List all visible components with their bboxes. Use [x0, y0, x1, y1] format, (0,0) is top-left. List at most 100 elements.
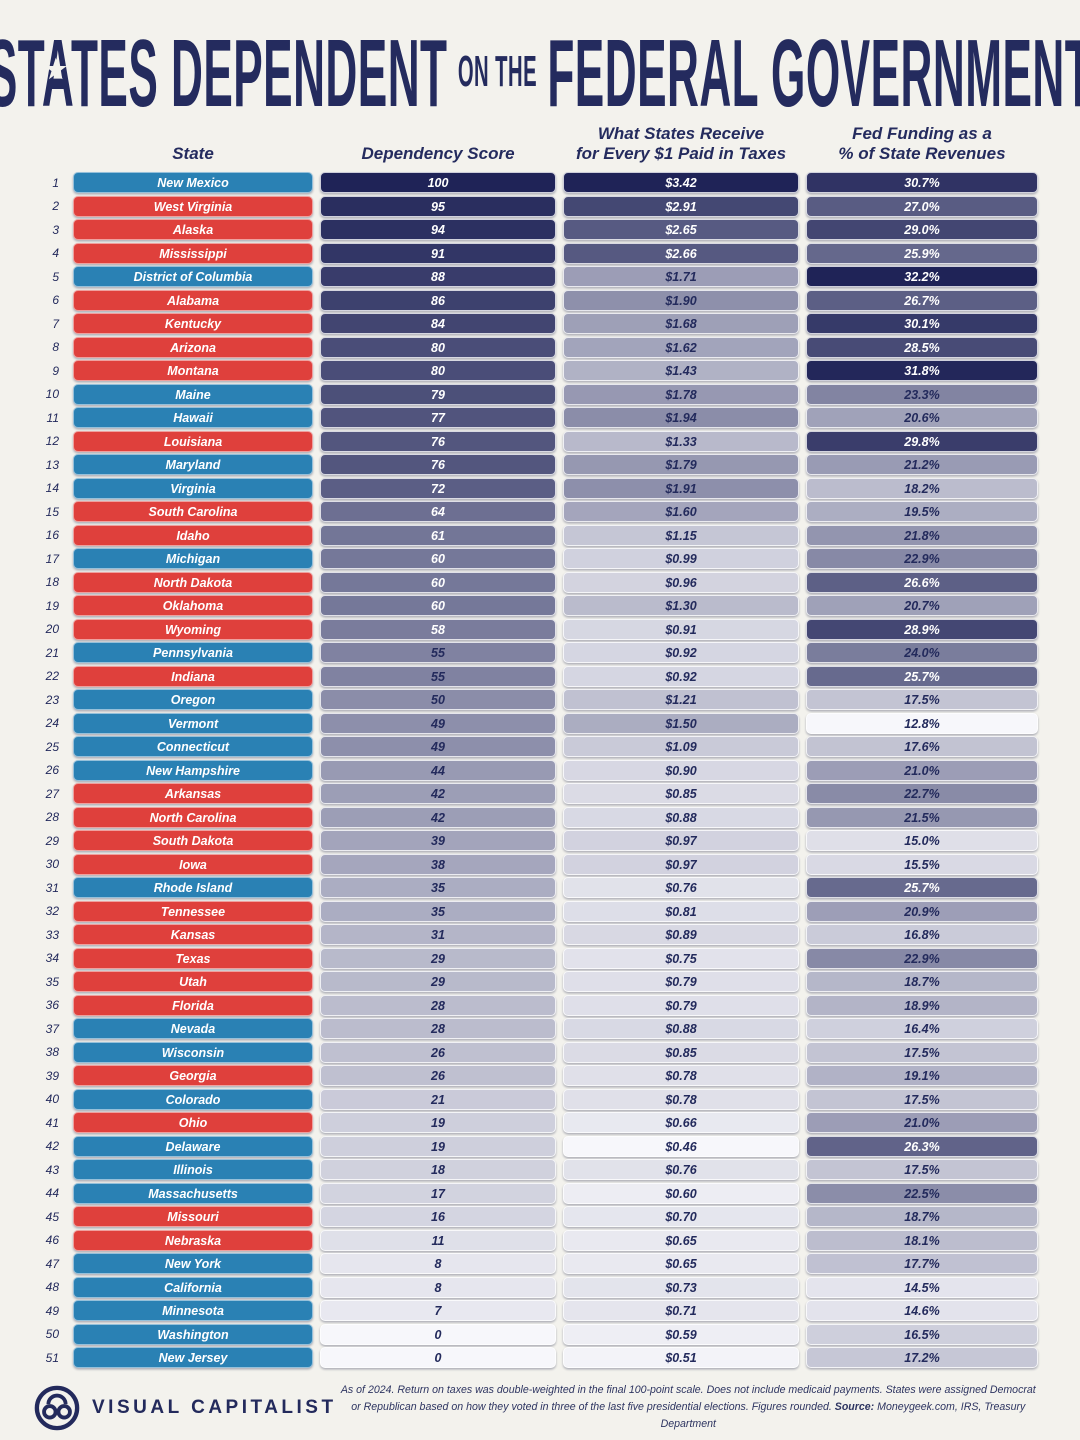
receive-cell: $1.79 — [563, 454, 799, 475]
state-cell: Ohio — [73, 1112, 313, 1133]
table-row: 37 Nevada 28 $0.88 16.4% — [0, 1018, 1080, 1039]
receive-cell: $1.43 — [563, 360, 799, 381]
table-row: 6 Alabama 86 $1.90 26.7% — [0, 289, 1080, 311]
table-row: 3 Alaska 94 $2.65 29.0% — [0, 219, 1080, 240]
receive-cell: $1.71 — [563, 266, 799, 287]
state-cell: New Jersey — [73, 1347, 313, 1368]
receive-cell: $0.79 — [563, 994, 799, 1016]
table-row: 10 Maine 79 $1.78 23.3% — [0, 383, 1080, 405]
score-cell: 49 — [320, 736, 556, 757]
score-cell: 19 — [320, 1135, 556, 1157]
state-cell: Hawaii — [73, 407, 313, 428]
rank-label: 32 — [45, 904, 59, 918]
table-row: 45 Missouri 16 $0.70 18.7% — [0, 1206, 1080, 1227]
fed-cell: 20.7% — [806, 595, 1038, 616]
table-row: 50 Washington 0 $0.59 16.5% — [0, 1323, 1080, 1345]
state-cell: Pennsylvania — [73, 642, 313, 663]
state-cell: Washington — [73, 1323, 313, 1345]
rank-label: 36 — [45, 998, 59, 1012]
rank-label: 41 — [45, 1115, 59, 1130]
fed-cell: 15.5% — [806, 853, 1038, 875]
fed-cell: 24.0% — [806, 642, 1038, 663]
rank-label: 42 — [45, 1139, 59, 1153]
state-cell: South Carolina — [73, 501, 313, 522]
receive-cell: $0.90 — [563, 759, 799, 781]
score-cell: 17 — [320, 1182, 556, 1204]
state-cell: Alabama — [73, 289, 313, 311]
state-cell: Texas — [73, 947, 313, 969]
state-cell: California — [73, 1276, 313, 1298]
receive-cell: $0.76 — [563, 1159, 799, 1180]
rank-label: 3 — [52, 222, 59, 237]
state-cell: Nebraska — [73, 1229, 313, 1251]
receive-cell: $3.42 — [563, 172, 799, 193]
score-cell: 7 — [320, 1300, 556, 1321]
fed-cell: 21.5% — [806, 806, 1038, 828]
state-cell: Virginia — [73, 477, 313, 499]
receive-cell: $1.78 — [563, 383, 799, 405]
table-row: 25 Connecticut 49 $1.09 17.6% — [0, 736, 1080, 757]
rank-label: 44 — [45, 1186, 59, 1200]
receive-cell: $2.65 — [563, 219, 799, 240]
table-row: 5 District of Columbia 88 $1.71 32.2% — [0, 266, 1080, 287]
receive-cell: $1.91 — [563, 477, 799, 499]
rank-label: 19 — [45, 598, 59, 613]
state-cell: Iowa — [73, 853, 313, 875]
table-row: 18 North Dakota 60 $0.96 26.6% — [0, 571, 1080, 593]
score-cell: 38 — [320, 853, 556, 875]
fed-cell: 14.5% — [806, 1276, 1038, 1298]
fed-cell: 32.2% — [806, 266, 1038, 287]
rank-label: 22 — [45, 669, 59, 683]
fed-cell: 28.5% — [806, 336, 1038, 358]
table-row: 43 Illinois 18 $0.76 17.5% — [0, 1159, 1080, 1180]
score-cell: 61 — [320, 524, 556, 546]
state-cell: Missouri — [73, 1206, 313, 1227]
score-cell: 84 — [320, 313, 556, 334]
table-row: 1 New Mexico 100 $3.42 30.7% — [0, 172, 1080, 193]
rank-label: 7 — [52, 316, 59, 331]
receive-cell: $0.60 — [563, 1182, 799, 1204]
state-cell: Kansas — [73, 924, 313, 945]
fed-cell: 26.3% — [806, 1135, 1038, 1157]
table-row: 26 New Hampshire 44 $0.90 21.0% — [0, 759, 1080, 781]
table-row: 13 Maryland 76 $1.79 21.2% — [0, 454, 1080, 475]
footnote: As of 2024. Return on taxes was double-w… — [337, 1382, 1040, 1433]
footer: VISUAL CAPITALIST As of 2024. Return on … — [0, 1368, 1080, 1433]
receive-cell: $0.65 — [563, 1253, 799, 1274]
fed-cell: 20.9% — [806, 900, 1038, 922]
score-cell: 35 — [320, 877, 556, 898]
receive-cell: $1.21 — [563, 689, 799, 710]
score-cell: 42 — [320, 783, 556, 804]
receive-cell: $0.88 — [563, 806, 799, 828]
fed-cell: 25.7% — [806, 877, 1038, 898]
state-cell: Michigan — [73, 548, 313, 569]
table-row: 51 New Jersey 0 $0.51 17.2% — [0, 1347, 1080, 1368]
column-header-state: State — [172, 143, 214, 163]
fed-cell: 17.2% — [806, 1347, 1038, 1368]
fed-cell: 17.6% — [806, 736, 1038, 757]
fed-cell: 16.5% — [806, 1323, 1038, 1345]
receive-cell: $0.76 — [563, 877, 799, 898]
fed-cell: 27.0% — [806, 195, 1038, 217]
score-cell: 100 — [320, 172, 556, 193]
source-label: Source: — [834, 1401, 875, 1414]
table-row: 12 Louisiana 76 $1.33 29.8% — [0, 430, 1080, 452]
score-cell: 50 — [320, 689, 556, 710]
brand-name: VISUAL CAPITALIST — [92, 1396, 337, 1418]
fed-cell: 29.0% — [806, 219, 1038, 240]
score-cell: 29 — [320, 971, 556, 992]
rank-label: 6 — [52, 293, 59, 307]
fed-cell: 21.2% — [806, 454, 1038, 475]
receive-cell: $1.62 — [563, 336, 799, 358]
fed-cell: 17.5% — [806, 1088, 1038, 1110]
score-cell: 44 — [320, 759, 556, 781]
table-row: 39 Georgia 26 $0.78 19.1% — [0, 1065, 1080, 1086]
receive-cell: $2.66 — [563, 242, 799, 264]
receive-cell: $0.92 — [563, 665, 799, 687]
state-cell: Maine — [73, 383, 313, 405]
score-cell: 55 — [320, 642, 556, 663]
state-cell: Idaho — [73, 524, 313, 546]
receive-cell: $0.88 — [563, 1018, 799, 1039]
table-row: 38 Wisconsin 26 $0.85 17.5% — [0, 1041, 1080, 1063]
rank-label: 43 — [45, 1162, 59, 1177]
